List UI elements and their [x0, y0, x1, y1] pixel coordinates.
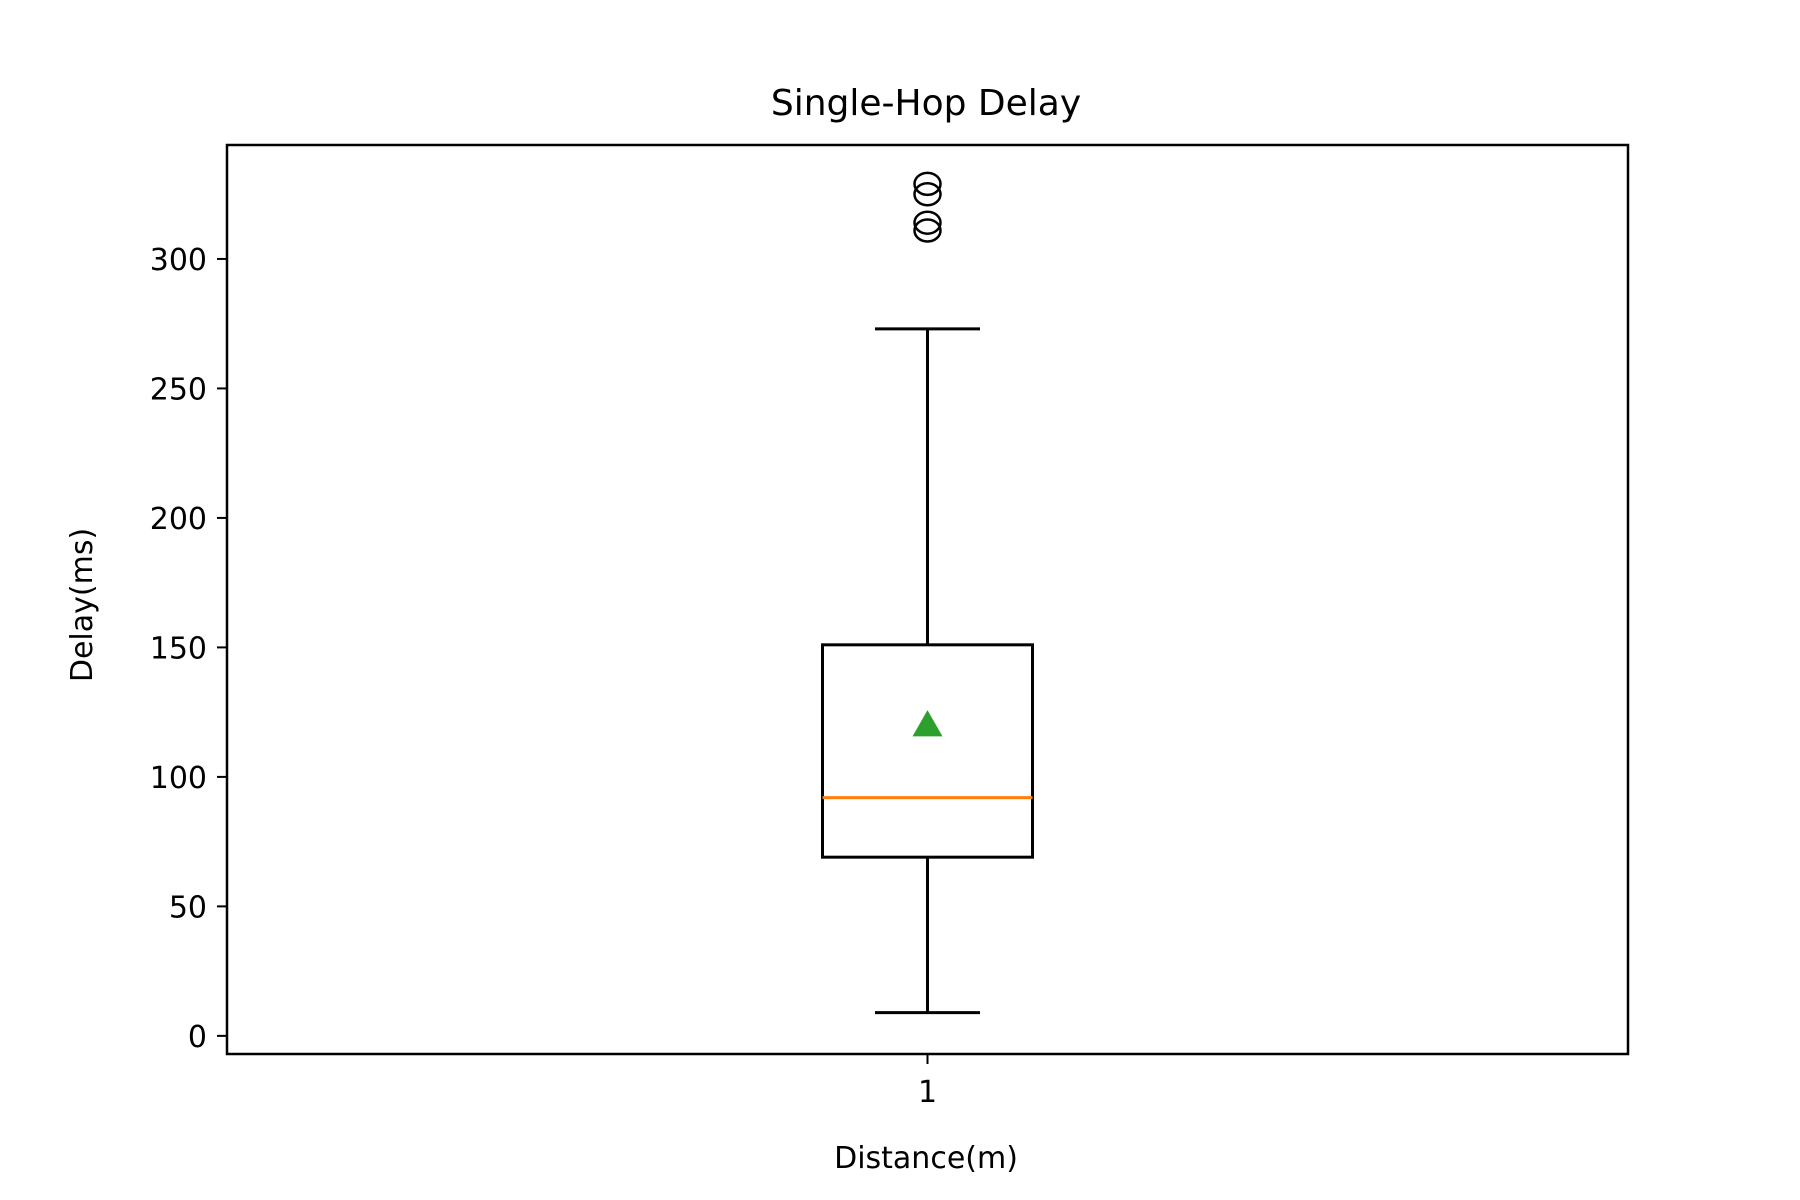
y-tick-label: 250 [150, 372, 207, 407]
iqr-box [821, 643, 1034, 859]
y-tick-label: 150 [150, 631, 207, 666]
y-tick-label: 50 [169, 890, 207, 925]
chart-title: Single-Hop Delay [771, 83, 1081, 124]
outlier-point [913, 171, 942, 197]
x-axis: 1 [918, 1054, 937, 1110]
y-tick-label: 200 [150, 502, 207, 537]
plot-area [225, 143, 1630, 1056]
outlier-point [913, 181, 942, 207]
y-axis: 0 50 100 150 200 250 300 [150, 243, 227, 1055]
y-tick-label: 0 [188, 1020, 207, 1055]
x-axis-label: Distance(m) [834, 1141, 1018, 1176]
outlier-point [913, 218, 942, 243]
x-tick-label: 1 [918, 1075, 937, 1110]
y-tick-label: 300 [150, 243, 207, 278]
outlier-point [913, 210, 942, 235]
y-tick-label: 100 [150, 761, 207, 796]
y-axis-label: Delay(ms) [65, 528, 100, 682]
mean-marker [912, 710, 943, 737]
